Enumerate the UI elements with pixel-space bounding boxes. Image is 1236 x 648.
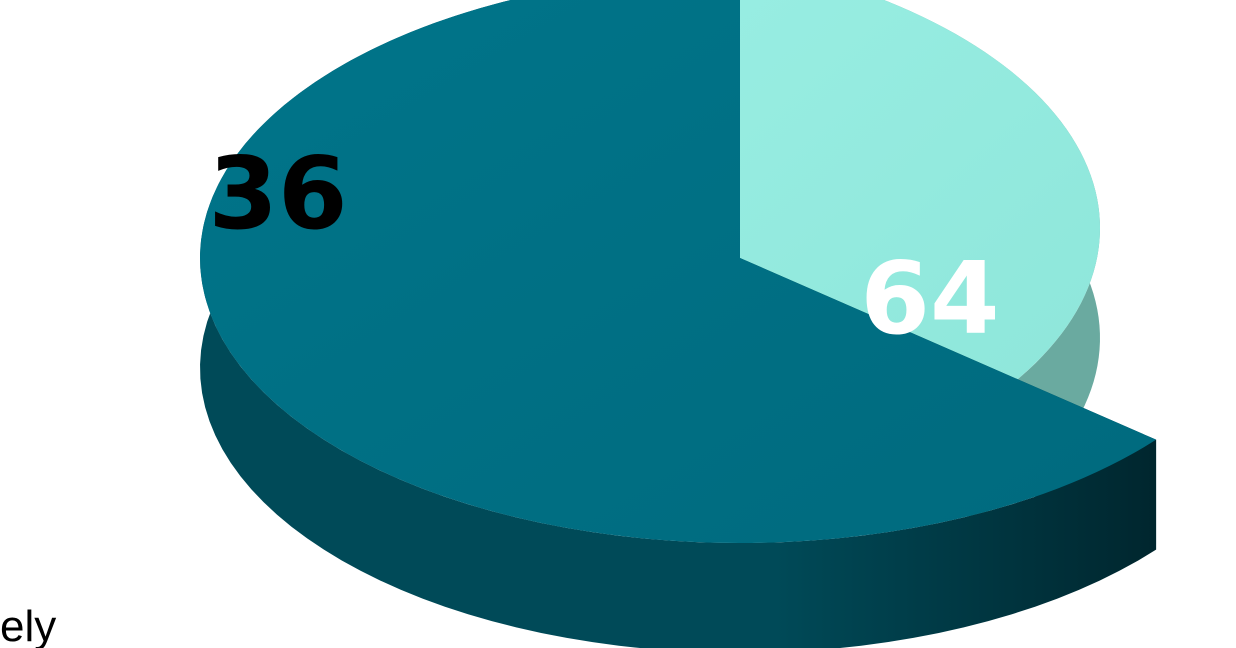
pie-slice-64 [200, 0, 1157, 648]
pie-slice-side [200, 0, 1157, 648]
pie-value-label-64: 64 [860, 240, 999, 357]
pie-slice-top [200, 0, 1157, 543]
pie-value-label-36: 36 [208, 135, 347, 252]
cut-off-text: ely [0, 602, 57, 648]
